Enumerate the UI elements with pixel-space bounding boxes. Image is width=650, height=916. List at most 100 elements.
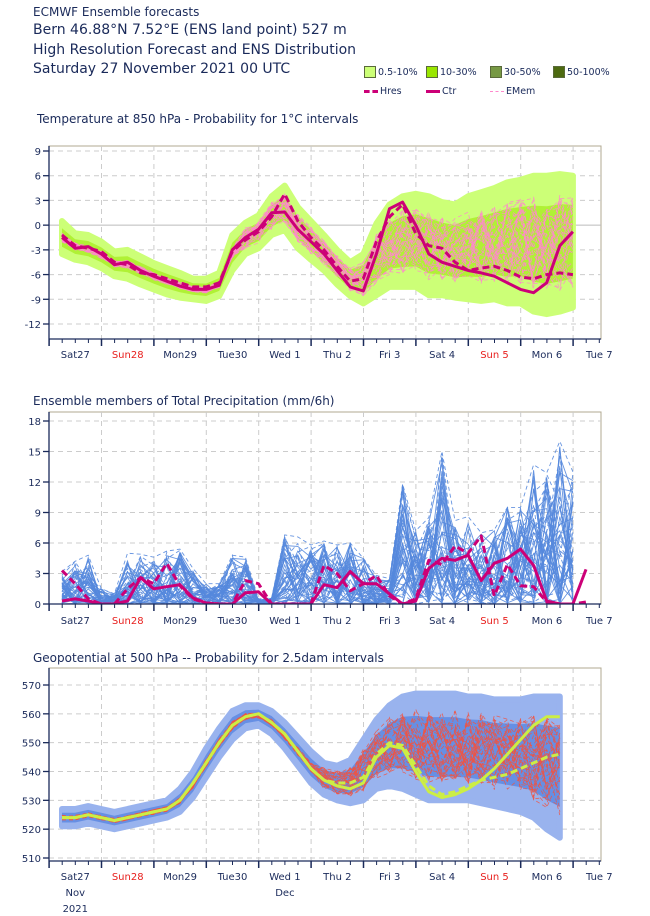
- x-day-label: Sun28: [112, 616, 144, 627]
- x-day-label: Sat 4: [429, 350, 455, 361]
- legend-swatch: [490, 66, 502, 78]
- ensemble-member-line: [61, 471, 574, 604]
- x-day-label: Tue 7: [585, 350, 613, 361]
- legend-item-prob-1: 10-30%: [426, 66, 477, 78]
- ensemble-member-line: [61, 208, 574, 296]
- y-tick-label: 570: [22, 681, 41, 692]
- legend-line-hres-icon: [364, 90, 378, 93]
- header-date: Saturday 27 November 2021 00 UTC: [33, 61, 291, 77]
- x-day-label: Thu 2: [322, 872, 351, 883]
- ensemble-member-line: [61, 193, 574, 293]
- y-tick-label: -12: [25, 320, 41, 331]
- legend-label: 0.5-10%: [378, 66, 418, 78]
- x-month-label: Nov: [66, 888, 86, 899]
- series-line-hres: [62, 712, 561, 822]
- legend-item-prob-2: 30-50%: [490, 66, 541, 78]
- y-tick-label: 540: [22, 768, 41, 779]
- x-day-label: Sat 4: [429, 616, 455, 627]
- legend-line-emem-icon: [490, 91, 504, 92]
- legend-label: 10-30%: [440, 66, 477, 78]
- x-day-label: Mon 6: [532, 616, 563, 627]
- x-day-label: Tue30: [217, 350, 248, 361]
- x-day-label: Sun 5: [480, 872, 509, 883]
- ensemble-member-line: [61, 478, 574, 604]
- y-tick-label: 550: [22, 739, 41, 750]
- y-tick-label: 510: [22, 854, 41, 865]
- legend-swatch: [426, 66, 438, 78]
- y-tick-label: 3: [35, 196, 41, 207]
- ensemble-member-line: [61, 713, 561, 820]
- y-tick-label: 560: [22, 710, 41, 721]
- ensemble-member-line: [61, 202, 573, 289]
- series-line-ctr: [61, 547, 588, 604]
- x-day-label: Mon 6: [532, 350, 563, 361]
- series-line-hres: [61, 192, 574, 289]
- x-day-label: Wed 1: [269, 872, 300, 883]
- x-day-label: Tue30: [217, 872, 248, 883]
- chart-title: Temperature at 850 hPa - Probability for…: [36, 112, 358, 126]
- y-tick-label: 9: [35, 509, 41, 520]
- plot-area: [59, 171, 576, 318]
- legend-item-prob-3: 50-100%: [553, 66, 610, 78]
- x-day-label: Thu 2: [322, 350, 351, 361]
- ensemble-member-line: [61, 440, 574, 600]
- y-tick-label: 520: [22, 825, 41, 836]
- x-day-label: Mon 6: [532, 872, 563, 883]
- legend-swatch: [553, 66, 565, 78]
- x-day-label: Mon29: [163, 350, 197, 361]
- x-day-label: Sun28: [112, 350, 144, 361]
- legend-label: 30-50%: [504, 66, 541, 78]
- series-line-hres: [60, 534, 587, 604]
- legend-item-ctr: Ctr: [426, 86, 456, 97]
- legend-item-prob-0: 0.5-10%: [364, 66, 418, 78]
- x-day-label: Sun28: [112, 872, 144, 883]
- y-tick-label: 15: [28, 448, 41, 459]
- y-tick-label: 18: [28, 417, 41, 428]
- ensemble-member-line: [61, 212, 574, 294]
- x-day-label: Wed 1: [269, 616, 300, 627]
- x-day-label: Sat27: [61, 350, 90, 361]
- chart-panel-0: Temperature at 850 hPa - Probability for…: [25, 112, 613, 361]
- ensemble-member-line: [61, 195, 574, 297]
- ensemble-member-line: [61, 455, 574, 604]
- x-day-label: Sat27: [61, 872, 90, 883]
- y-tick-label: -9: [31, 295, 41, 306]
- x-year-label: 2021: [63, 904, 88, 915]
- plot-area: [59, 690, 563, 841]
- legend-label: 50-100%: [567, 66, 610, 78]
- ensemble-member-line: [61, 194, 574, 293]
- legend-label: Hres: [380, 86, 402, 97]
- x-day-label: Sat 4: [429, 872, 455, 883]
- x-day-label: Thu 2: [322, 616, 351, 627]
- chart-panel-1: Ensemble members of Total Precipitation …: [28, 394, 612, 627]
- x-day-label: Fri 3: [379, 616, 400, 627]
- legend-label: EMem: [506, 86, 536, 97]
- x-day-label: Mon29: [163, 872, 197, 883]
- chart-panel-2: Geopotential at 500 hPa -- Probability f…: [22, 651, 613, 915]
- legend-item-emem: EMem: [490, 86, 535, 97]
- x-day-label: Mon29: [163, 616, 197, 627]
- x-day-label: Sun 5: [480, 350, 509, 361]
- x-day-label: Tue 7: [585, 872, 613, 883]
- y-tick-label: 12: [28, 478, 41, 489]
- y-tick-label: 6: [35, 172, 41, 183]
- chart-title: Ensemble members of Total Precipitation …: [33, 394, 335, 408]
- ensemble-member-line: [61, 716, 561, 823]
- x-month-label: Dec: [275, 888, 294, 899]
- x-day-label: Tue 7: [585, 616, 613, 627]
- header-subtitle: High Resolution Forecast and ENS Distrib…: [33, 42, 357, 58]
- y-tick-label: 530: [22, 796, 41, 807]
- y-tick-label: 3: [35, 570, 41, 581]
- chart-title: Geopotential at 500 hPa -- Probability f…: [33, 651, 384, 665]
- plot-area: [60, 440, 588, 604]
- series-line-ctr: [61, 200, 574, 295]
- ensemble-member-line: [61, 446, 574, 604]
- y-tick-label: 0: [35, 221, 41, 232]
- y-tick-label: 0: [35, 600, 41, 611]
- ensemble-member-line: [61, 212, 574, 292]
- x-day-label: Wed 1: [269, 350, 300, 361]
- x-day-label: Sun 5: [480, 616, 509, 627]
- ensemble-member-line: [61, 714, 561, 823]
- legend-swatch: [364, 66, 376, 78]
- y-tick-label: -3: [31, 246, 41, 257]
